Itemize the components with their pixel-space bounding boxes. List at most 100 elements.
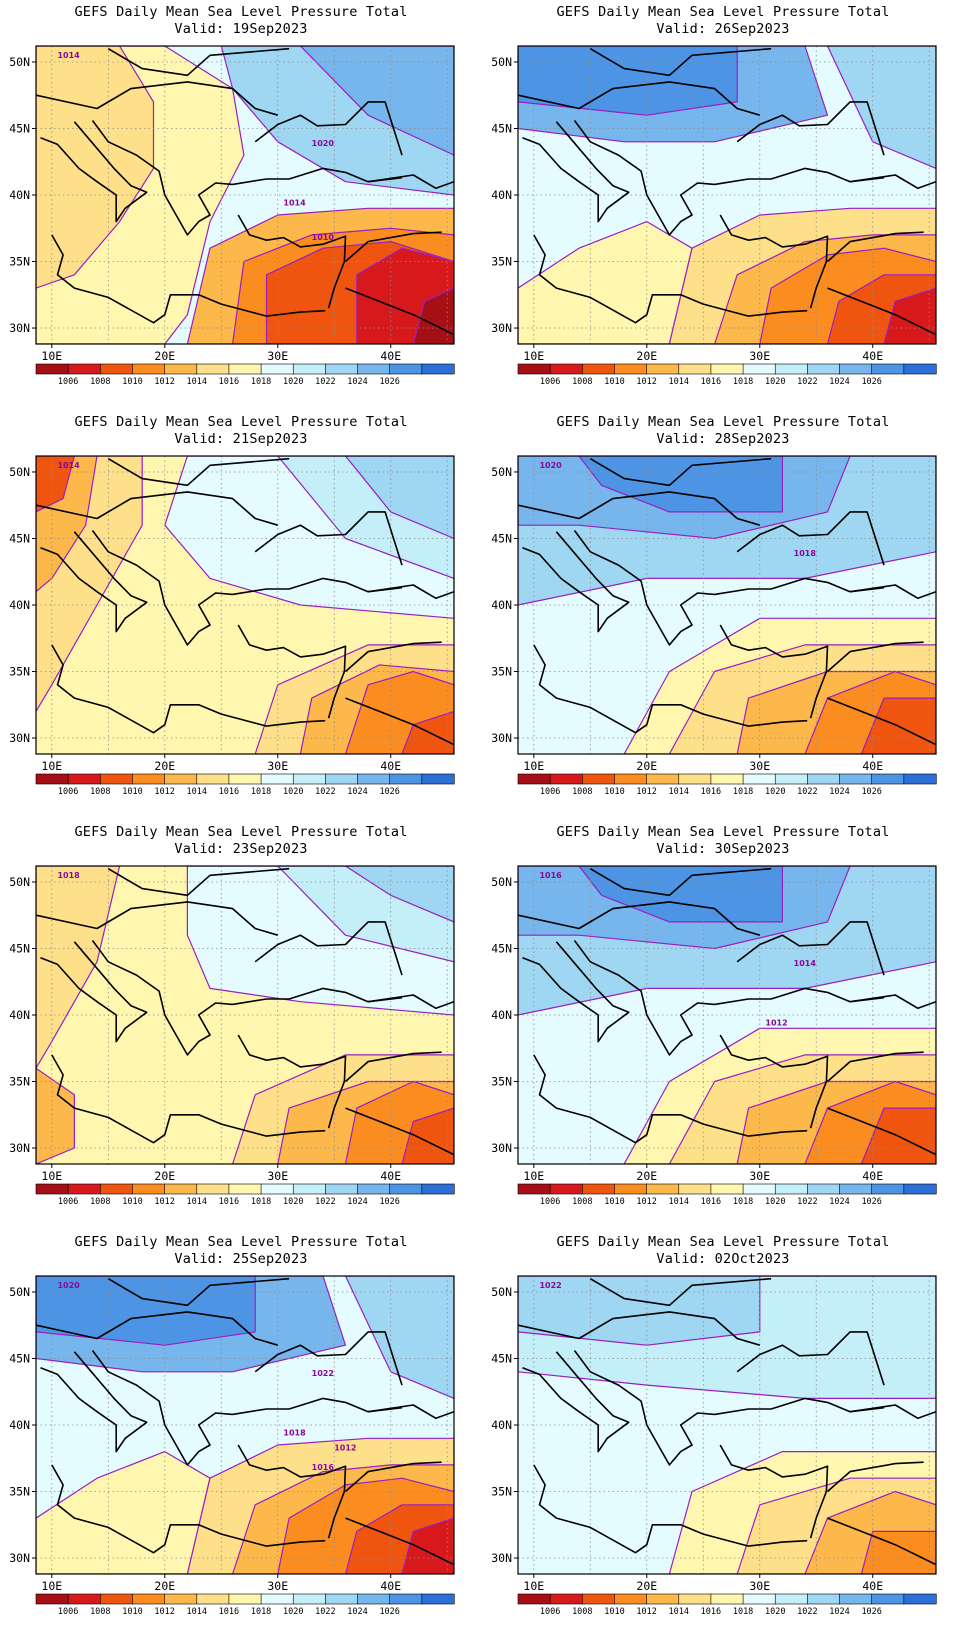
lat-tick-label: 30N [9, 1141, 30, 1155]
lon-tick-label: 40E [380, 349, 401, 363]
coastline [719, 1034, 829, 1129]
colorbar-label: 1018 [251, 1197, 271, 1207]
colorbar-swatch [903, 1593, 937, 1605]
colorbar-swatch [549, 363, 583, 375]
colorbar-label: 1020 [765, 1607, 785, 1617]
colorbar-swatch [196, 1593, 230, 1605]
coastline [714, 987, 885, 1006]
coastline [367, 174, 454, 190]
lon-tick-label: 20E [636, 1579, 657, 1593]
coastline [51, 1464, 326, 1554]
lat-tick-label: 50N [491, 465, 512, 479]
contour-label: 1014 [57, 461, 80, 470]
lat-tick-label: 50N [9, 875, 30, 889]
coastline [826, 231, 924, 263]
contour-label: 1018 [283, 1429, 306, 1438]
colorbar-label: 1016 [701, 377, 721, 387]
lon-tick-label: 40E [380, 759, 401, 773]
lon-tick-label: 30E [749, 759, 770, 773]
colorbar-label: 1026 [861, 377, 881, 387]
colorbar-swatch [646, 363, 680, 375]
colorbar-label: 1008 [90, 787, 110, 797]
colorbar-label: 1014 [187, 787, 207, 797]
panel-valid-date: Valid: 21Sep2023 [174, 431, 308, 447]
coastline [719, 624, 829, 719]
colorbar-label: 1022 [315, 1197, 335, 1207]
colorbar-label: 1024 [347, 1197, 367, 1207]
colorbar-swatch [357, 773, 391, 785]
colorbar-label: 1010 [604, 1607, 624, 1617]
colorbar-swatch [228, 1183, 262, 1195]
colorbar-swatch [421, 773, 455, 785]
lon-tick-label: 40E [862, 349, 883, 363]
contour-label: 1022 [312, 1369, 334, 1378]
colorbar-swatch [517, 1593, 551, 1605]
lon-tick-label: 20E [154, 1579, 175, 1593]
coastline [40, 1351, 148, 1453]
colorbar-label: 1026 [379, 1607, 399, 1617]
colorbar-swatch [260, 1183, 294, 1195]
colorbar-label: 1006 [540, 1197, 560, 1207]
coastline [237, 624, 347, 719]
lat-tick-label: 35N [491, 665, 512, 679]
lat-tick-label: 40N [9, 188, 30, 202]
colorbar-swatch [325, 1593, 359, 1605]
lon-tick-label: 20E [154, 1169, 175, 1183]
pressure-map: 1016 1014 1012 50N 45N 40N 35N 30N 10E 20E 30E 40E 1… [491, 865, 937, 1207]
colorbar-swatch [871, 1593, 905, 1605]
colorbar-label: 1016 [219, 1197, 239, 1207]
colorbar-label: 1026 [861, 1197, 881, 1207]
colorbar-label: 1010 [122, 1607, 142, 1617]
coastline [589, 1277, 772, 1307]
colorbar-label: 1024 [347, 787, 367, 797]
colorbar-label: 1016 [219, 787, 239, 797]
coastline [522, 1351, 630, 1453]
colorbar-swatch [774, 773, 808, 785]
colorbar-label: 1024 [347, 377, 367, 387]
panel-valid-date: Valid: 30Sep2023 [656, 841, 790, 857]
contour-label: 1018 [794, 549, 817, 558]
pressure-band [344, 1276, 454, 1399]
colorbar-label: 1016 [701, 1607, 721, 1617]
coastline [254, 101, 403, 156]
coastline [719, 214, 829, 309]
colorbar-swatch [357, 1593, 391, 1605]
coastline [237, 214, 347, 309]
lat-tick-label: 50N [9, 465, 30, 479]
lat-tick-label: 35N [9, 1075, 30, 1089]
colorbar-label: 1014 [669, 1607, 689, 1617]
colorbar-swatch [774, 363, 808, 375]
colorbar-swatch [196, 363, 230, 375]
colorbar-swatch [260, 1593, 294, 1605]
lat-tick-label: 30N [491, 731, 512, 745]
lat-tick-label: 30N [491, 321, 512, 335]
panel-title: GEFS Daily Mean Sea Level Pressure Total [556, 4, 890, 20]
colorbar-label: 1018 [251, 1607, 271, 1617]
coastline [736, 1331, 885, 1386]
colorbar-swatch [292, 363, 326, 375]
coastline [826, 1051, 924, 1083]
colorbar-swatch [614, 1593, 648, 1605]
colorbar-swatch [871, 773, 905, 785]
colorbar-swatch [871, 1183, 905, 1195]
coastline [736, 511, 885, 566]
colorbar-label: 1006 [58, 1607, 78, 1617]
coastline [232, 987, 403, 1006]
colorbar-swatch [742, 1593, 776, 1605]
colorbar-swatch [389, 363, 423, 375]
colorbar-label: 1012 [636, 1197, 656, 1207]
colorbar-swatch [292, 773, 326, 785]
colorbar-swatch [67, 773, 101, 785]
colorbar-label: 1024 [829, 787, 849, 797]
colorbar-label: 1018 [251, 787, 271, 797]
colorbar-label: 1018 [733, 377, 753, 387]
colorbar-label: 1016 [219, 377, 239, 387]
lon-tick-label: 10E [523, 1169, 544, 1183]
colorbar-label: 1006 [540, 377, 560, 387]
lat-tick-label: 45N [9, 1351, 30, 1365]
pressure-band [518, 46, 738, 116]
colorbar-label: 1018 [733, 1607, 753, 1617]
coastline [367, 994, 454, 1010]
colorbar-label: 1006 [58, 1197, 78, 1207]
pressure-band [578, 456, 783, 513]
